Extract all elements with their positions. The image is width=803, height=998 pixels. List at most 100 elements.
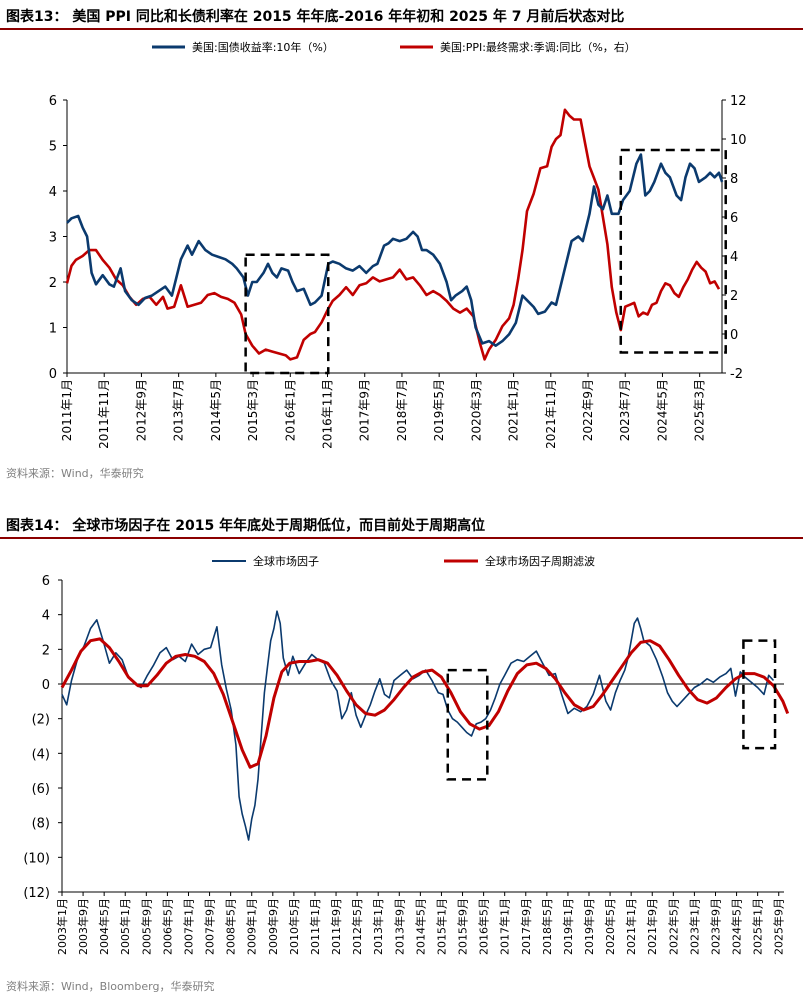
fig14-x-tick-label: 2011年9月	[329, 898, 343, 955]
fig14-x-tick-label: 2019年1月	[561, 898, 575, 955]
fig14-x-tick-label: 2011年1月	[308, 898, 322, 955]
fig14-legend-label-filter: 全球市场因子周期滤波	[485, 554, 595, 568]
fig13-left-tick-label: 6	[49, 94, 57, 109]
fig14-title: 图表14： 全球市场因子在 2015 年年底处于周期低位，而目前处于周期高位	[6, 518, 486, 534]
fig14-x-tick-label: 2005年9月	[139, 898, 153, 955]
fig14-x-tick-label: 2022年5月	[666, 898, 680, 955]
fig13-right-tick-label: 6	[730, 211, 738, 226]
fig13-x-tick-label: 2020年3月	[469, 379, 483, 441]
fig14-x-tick-label: 2009年9月	[266, 898, 280, 955]
fig14-x-tick-label: 2007年9月	[203, 898, 217, 955]
fig13-x-tick-label: 2017年9月	[358, 379, 372, 441]
fig14-x-tick-label: 2017年9月	[519, 898, 533, 955]
fig14-y-tick-label: 2	[42, 643, 50, 658]
fig14-x-tick-label: 2004年5月	[97, 898, 111, 955]
fig14-y-tick-label: (10)	[23, 851, 50, 866]
fig14-y-tick-label: (2)	[32, 713, 50, 728]
fig13-right-tick-label: -2	[730, 367, 743, 382]
fig13-source: 资料来源：Wind，华泰研究	[6, 467, 144, 480]
fig13-x-tick-label: 2014年5月	[209, 379, 223, 441]
fig14-x-tick-label: 2025年1月	[751, 898, 765, 955]
fig14-y-tick-label: 4	[42, 609, 50, 624]
fig13-right-tick-label: 12	[730, 94, 747, 109]
fig14-x-tick-label: 2012年5月	[350, 898, 364, 955]
fig14-series-factor-line	[61, 610, 775, 841]
fig14-x-tick-label: 2023年9月	[708, 898, 722, 955]
fig14-x-tick-label: 2021年9月	[645, 898, 659, 955]
fig14-x-tick-label: 2003年9月	[76, 898, 90, 955]
fig14-dashed-box-1	[446, 668, 489, 781]
fig13-x-tick-label: 2021年1月	[507, 379, 521, 441]
fig14-x-tick-label: 2006年5月	[160, 898, 174, 955]
fig14-title-rule	[0, 537, 803, 539]
fig13-right-tick-label: 4	[730, 250, 738, 265]
fig14-y-tick-label: 6	[42, 574, 50, 589]
fig14-x-tick-label: 2024年5月	[730, 898, 744, 955]
fig13-right-tick-label: 2	[730, 289, 738, 304]
fig13-chart: 美国:国债收益率:10年（%） 美国:PPI:最终需求:季调:同比（%，右） 0…	[49, 40, 747, 449]
fig13-legend: 美国:国债收益率:10年（%） 美国:PPI:最终需求:季调:同比（%，右）	[152, 40, 636, 54]
fig13-left-tick-label: 0	[49, 367, 57, 382]
fig14-x-tick-label: 2009年1月	[245, 898, 259, 955]
fig14-x-tick-label: 2013年9月	[392, 898, 406, 955]
fig13-left-tick-label: 3	[49, 231, 57, 246]
fig14-y-tick-label: (4)	[32, 747, 50, 762]
fig13-x-tick-label: 2011年11月	[97, 379, 111, 449]
fig13-x-tick-label: 2016年1月	[283, 379, 297, 441]
fig13-x-tick-label: 2021年11月	[544, 379, 558, 449]
fig13-x-tick-label: 2015年3月	[246, 379, 260, 441]
fig14-x-tick-label: 2016年5月	[477, 898, 491, 955]
fig14-x-tick-label: 2015年9月	[456, 898, 470, 955]
fig13-x-tick-label: 2016年11月	[321, 379, 335, 449]
fig14-x-tick-label: 2013年1月	[371, 898, 385, 955]
fig13-x-tick-label: 2013年7月	[172, 379, 186, 441]
fig14-source: 资料来源：Wind，Bloomberg，华泰研究	[6, 980, 215, 993]
fig14-legend-label-factor: 全球市场因子	[253, 554, 319, 568]
fig14-x-tick-label: 2017年1月	[498, 898, 512, 955]
fig13-legend-label-ppi: 美国:PPI:最终需求:季调:同比（%，右）	[440, 40, 636, 54]
fig13-dashed-box-1	[244, 253, 330, 375]
fig13-x-tick-label: 2012年9月	[134, 379, 148, 441]
fig14-x-tick-label: 2021年1月	[624, 898, 638, 955]
fig14-y-tick-label: (8)	[32, 817, 50, 832]
fig13-left-tick-label: 4	[49, 185, 57, 200]
fig14-y-tick-label: 0	[42, 678, 50, 693]
fig13-title: 图表13： 美国 PPI 同比和长债利率在 2015 年年底-2016 年年初和…	[6, 9, 625, 25]
fig14-x-tick-label: 2015年1月	[434, 898, 448, 955]
fig14-x-tick-label: 2018年5月	[540, 898, 554, 955]
fig13-left-tick-label: 1	[49, 322, 57, 337]
fig13-legend-label-yield: 美国:国债收益率:10年（%）	[192, 40, 334, 54]
fig13-dashed-box-2	[619, 148, 727, 354]
fig13-x-tick-label: 2011年1月	[60, 379, 74, 441]
fig14-x-tick-label: 2019年9月	[582, 898, 596, 955]
fig13-series-ppi-line	[65, 108, 721, 361]
fig14-y-tick-label: (6)	[32, 782, 50, 797]
fig14-y-tick-label: (12)	[23, 886, 50, 901]
fig13-left-tick-label: 5	[49, 140, 57, 155]
fig13-x-tick-label: 2022年9月	[581, 379, 595, 441]
fig13-x-tick-label: 2024年5月	[655, 379, 669, 441]
fig13-x-tick-label: 2019年5月	[432, 379, 446, 441]
fig13-x-tick-label: 2018年7月	[395, 379, 409, 441]
fig13-right-tick-label: 10	[730, 133, 747, 148]
fig14-x-tick-label: 2020年5月	[603, 898, 617, 955]
fig14-chart: 全球市场因子 全球市场因子周期滤波 6 4 2 0 (2) (4) (6) (8) (10) (1…	[23, 554, 790, 955]
fig13-x-tick-label: 2025年3月	[693, 379, 707, 441]
fig14-x-tick-label: 2007年1月	[181, 898, 195, 955]
fig14-x-tick-label: 2005年1月	[118, 898, 132, 955]
fig13-x-tick-label: 2023年7月	[618, 379, 632, 441]
fig14-x-tick-label: 2023年1月	[687, 898, 701, 955]
fig14-x-tick-label: 2025年9月	[772, 898, 786, 955]
fig14-dashed-box-2	[742, 639, 777, 750]
fig14-x-tick-label: 2003年1月	[55, 898, 69, 955]
fig13-title-rule	[0, 28, 803, 30]
fig14-legend: 全球市场因子 全球市场因子周期滤波	[212, 554, 595, 568]
fig14-x-tick-label: 2014年5月	[413, 898, 427, 955]
fig14-x-tick-label: 2010年5月	[287, 898, 301, 955]
fig14-x-tick-label: 2008年5月	[224, 898, 238, 955]
fig13-right-tick-label: 8	[730, 172, 738, 187]
fig13-left-tick-label: 2	[49, 276, 57, 291]
fig13-series-yield-line	[66, 153, 724, 348]
fig14-series-filter-line	[60, 637, 790, 769]
fig13-right-tick-label: 0	[730, 328, 738, 343]
